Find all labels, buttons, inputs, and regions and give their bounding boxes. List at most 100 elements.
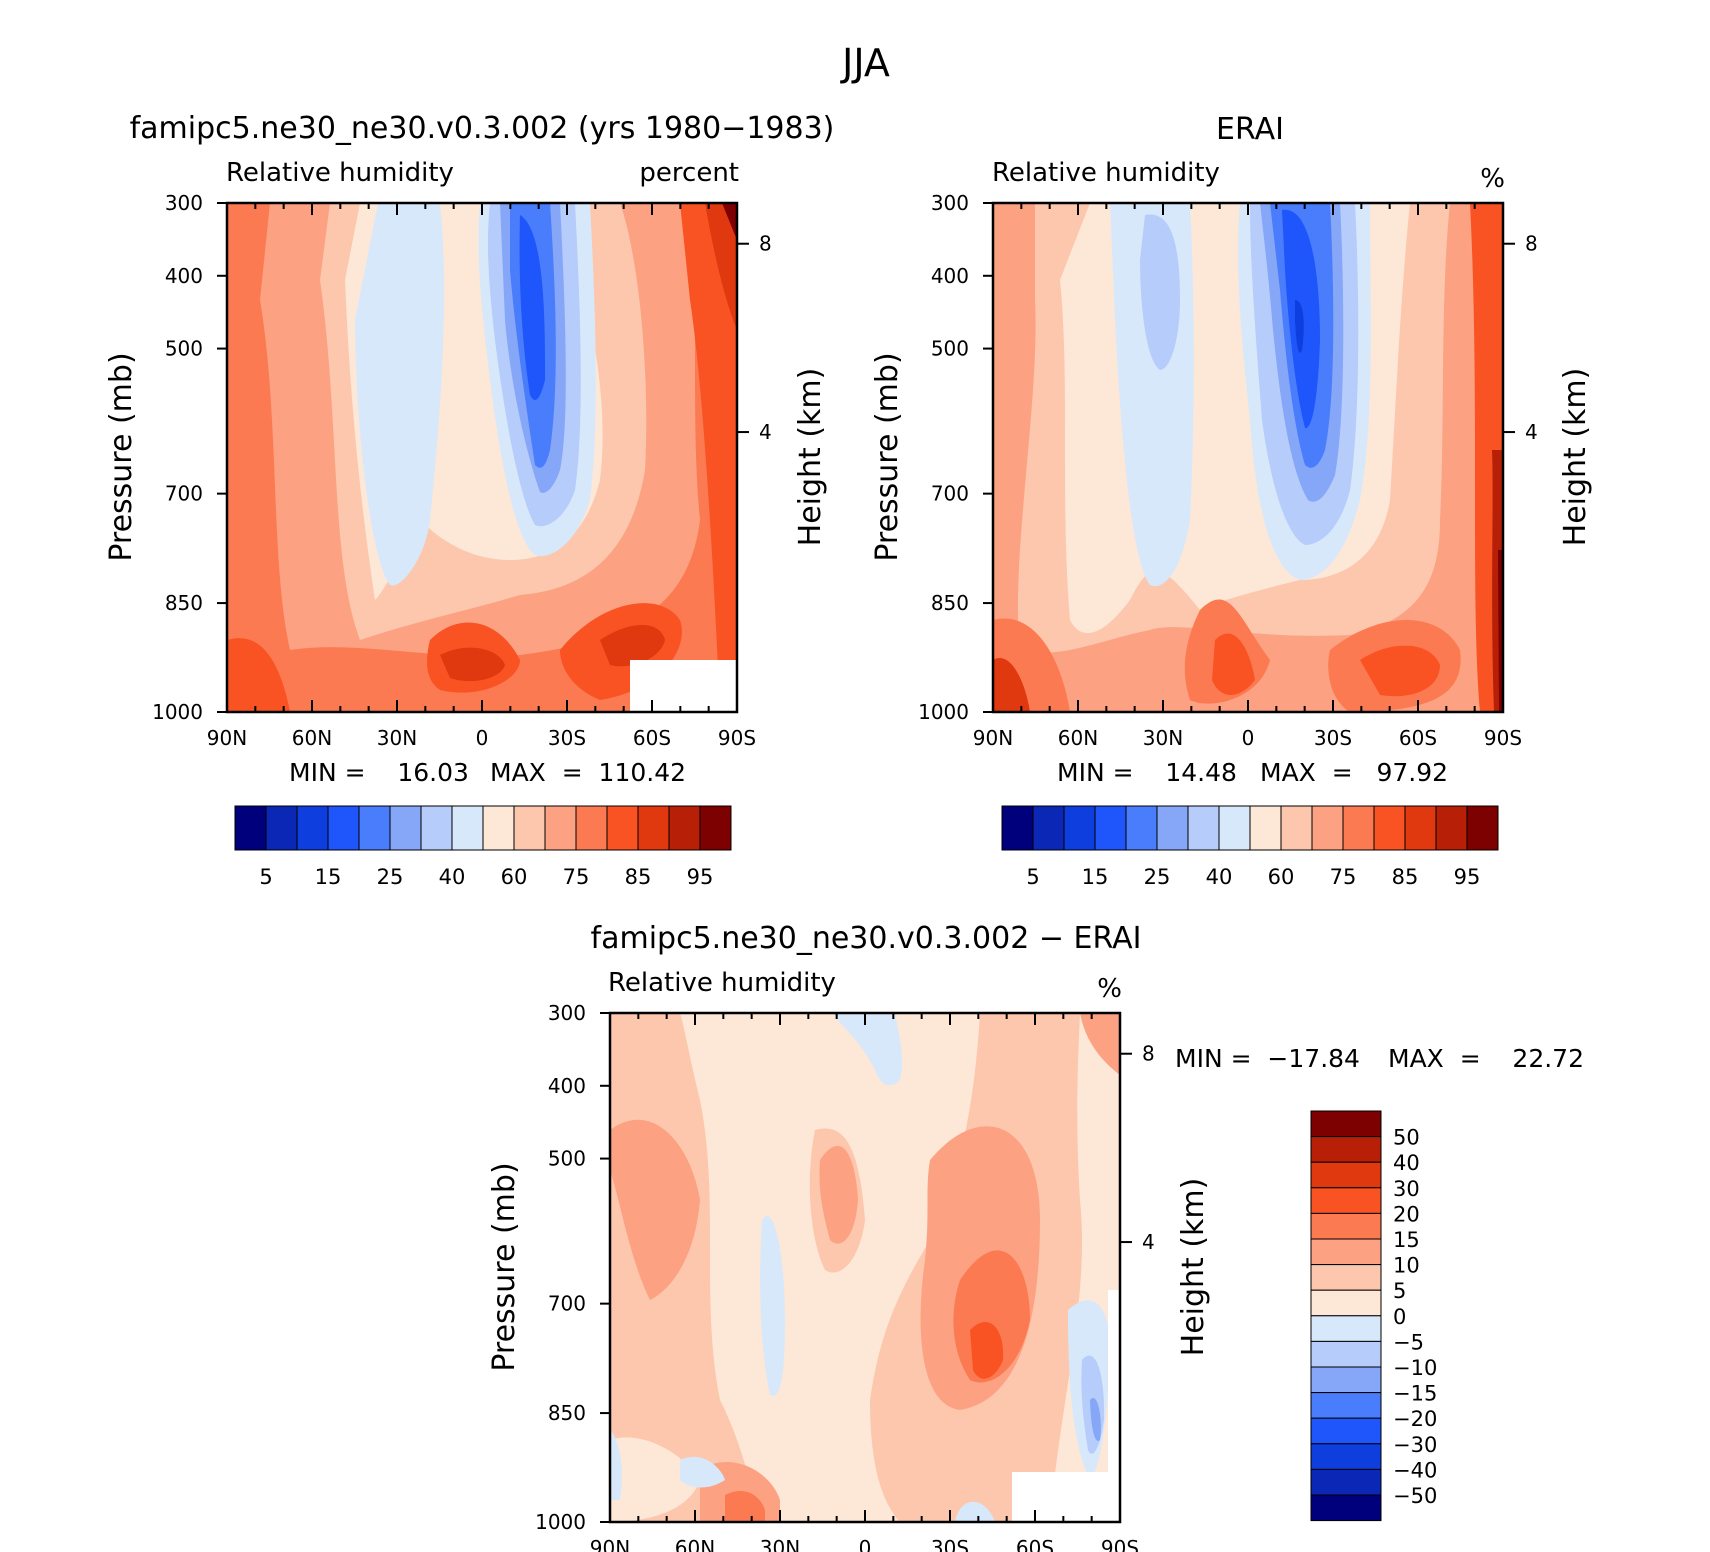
max-value: MAX = 110.42 [490, 758, 686, 787]
colorbar-box [575, 805, 608, 851]
panel-title: famipc5.ne30_ne30.v0.3.002 (yrs 1980−198… [130, 111, 835, 146]
colorbar-box [1280, 805, 1313, 851]
colorbar-box [1310, 1392, 1382, 1419]
units-label: % [1097, 974, 1122, 1004]
contour-band [1360, 645, 1440, 697]
colorbar-box [1032, 805, 1065, 851]
colorbar-label: −50 [1393, 1484, 1437, 1508]
max-value: MAX = 97.92 [1260, 758, 1448, 787]
x-tick-label: 0 [476, 726, 489, 750]
y-tick-label: 300 [548, 1001, 586, 1025]
y-tick-label: 1000 [152, 700, 203, 724]
contour-band [610, 1119, 700, 1300]
colorbar-box [420, 805, 453, 851]
colorbar-label: 0 [1393, 1305, 1406, 1329]
contour-band [725, 1490, 765, 1522]
colorbar-box [1342, 805, 1375, 851]
y-axis-label: Pressure (mb) [104, 352, 139, 561]
colorbar-box [1310, 1494, 1382, 1522]
x-tick-label: 90S [1484, 726, 1522, 750]
axis-ticks: 90N 60N 30N 0 30S 60S 90S 300 400 500 700 850 1000 8 4 [152, 191, 772, 750]
x-tick-label: 60S [1016, 1536, 1054, 1552]
x-tick-label: 30N [1143, 726, 1183, 750]
colorbar-label: 5 [1393, 1279, 1406, 1303]
contour-band [1295, 300, 1304, 353]
panel-diff: famipc5.ne30_ne30.v0.3.002 − ERAI Relati… [487, 921, 1584, 1552]
contour-band [993, 658, 1030, 712]
x-tick-label: 0 [1242, 726, 1255, 750]
min-value: MIN = −17.84 [1175, 1044, 1360, 1073]
contour-band [227, 638, 290, 712]
y-tick-label: 700 [548, 1292, 586, 1316]
page-title: JJA [840, 41, 890, 85]
colorbar-label: 20 [1393, 1202, 1420, 1226]
colorbar-label: −30 [1393, 1433, 1437, 1457]
colorbar-box [1310, 1468, 1382, 1496]
contour-band [832, 1013, 903, 1086]
y-axis-label: Pressure (mb) [870, 352, 905, 561]
colorbar-box [544, 805, 577, 851]
colorbar-box [327, 805, 360, 851]
x-tick-label: 90N [590, 1536, 630, 1552]
colorbar-box [606, 805, 639, 851]
colorbar-label: 60 [501, 865, 528, 889]
missing-data [1012, 1472, 1120, 1522]
panel-title: ERAI [1216, 112, 1284, 147]
x-tick-label: 30S [1314, 726, 1352, 750]
missing-data [630, 660, 737, 712]
colorbar-box [1466, 805, 1499, 851]
panel-obs: ERAI Relative humidity % [870, 112, 1593, 889]
colorbar-label: 85 [1392, 865, 1419, 889]
contour-band [955, 1501, 995, 1522]
contour-band [722, 203, 737, 240]
contour-band [680, 1456, 725, 1488]
y2-tick-label: 4 [759, 420, 772, 444]
contour-band [610, 1437, 700, 1522]
x-tick-label: 30N [760, 1536, 800, 1552]
colorbar-label: 75 [1330, 865, 1357, 889]
colorbar-box [1311, 805, 1344, 851]
y-tick-label: 850 [931, 591, 969, 615]
colorbar-label: 40 [439, 865, 466, 889]
missing-data [1108, 1290, 1120, 1522]
colorbar-label: 15 [1393, 1228, 1420, 1252]
colorbar-box [1001, 805, 1034, 851]
contour-band [440, 647, 505, 682]
x-tick-label: 90S [718, 726, 756, 750]
colorbar-label: −10 [1393, 1356, 1437, 1380]
colorbar-label: 75 [563, 865, 590, 889]
colorbar-box [265, 805, 298, 851]
colorbar-box [1187, 805, 1220, 851]
contour-band [1090, 1398, 1101, 1441]
colorbar-box [451, 805, 484, 851]
axis-ticks: 90N 60N 30N 0 30S 60S 90S 300 400 500 700 850 1000 8 4 [535, 1001, 1155, 1552]
colorbar-box [234, 805, 267, 851]
colorbar-box [699, 805, 732, 851]
x-tick-label: 30N [377, 726, 417, 750]
x-tick-label: 0 [859, 1536, 872, 1552]
colorbar-box [1310, 1366, 1382, 1394]
min-value: MIN = 14.48 [1057, 758, 1237, 787]
panel-model: famipc5.ne30_ne30.v0.3.002 (yrs 1980−198… [104, 111, 834, 889]
colorbar-box [1310, 1161, 1382, 1189]
units-label: percent [639, 158, 739, 188]
colorbar-label: −15 [1393, 1382, 1437, 1406]
contour-band [600, 625, 665, 667]
contour-band [1140, 214, 1180, 370]
y-tick-label: 400 [165, 264, 203, 288]
colorbar-label: 40 [1206, 865, 1233, 889]
colorbar-label: 95 [1454, 865, 1481, 889]
colorbar: 5 15 25 40 60 75 85 95 [1001, 805, 1499, 889]
min-value: MIN = 16.03 [289, 758, 469, 787]
colorbar-box [1310, 1340, 1382, 1368]
y-axis-label: Pressure (mb) [487, 1162, 522, 1371]
colorbar-box [1373, 805, 1406, 851]
colorbar-box [668, 805, 701, 851]
y-tick-label: 500 [931, 337, 969, 361]
colorbar-box [1310, 1187, 1382, 1214]
colorbar-box [637, 805, 670, 851]
colorbar-box [1310, 1136, 1382, 1163]
y2-tick-label: 8 [1142, 1042, 1155, 1066]
colorbar-box [1310, 1443, 1382, 1470]
